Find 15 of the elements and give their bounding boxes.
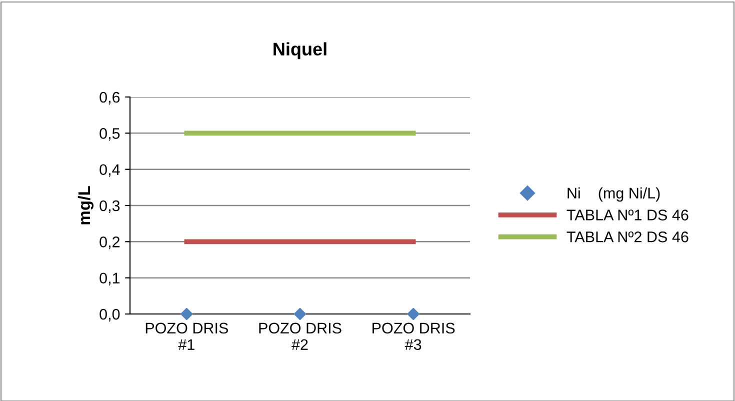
x-tick-label: POZO DRIS #2 xyxy=(259,322,342,350)
legend-label: TABLA Nº2 DS 46 xyxy=(566,232,688,242)
y-tick-label: 0,2 xyxy=(100,236,120,250)
x-tick-label: POZO DRIS #1 xyxy=(146,322,228,350)
y-tick-label: 0,6 xyxy=(100,92,120,104)
chart-title: Niquel xyxy=(274,42,326,60)
y-axis-title: mg/L xyxy=(78,186,94,224)
y-tick-label: 0,4 xyxy=(100,164,120,177)
y-tick-label: 0,3 xyxy=(100,200,120,213)
x-tick-label: POZO DRIS #3 xyxy=(372,322,455,350)
y-tick-label: 0,0 xyxy=(100,308,120,322)
y-tick-label: 0,5 xyxy=(100,128,120,141)
legend-label: Ni (mg Ni/L) xyxy=(568,187,660,202)
legend-label: TABLA Nº1 DS 46 xyxy=(566,210,688,220)
y-tick-label: 0,1 xyxy=(100,272,120,286)
